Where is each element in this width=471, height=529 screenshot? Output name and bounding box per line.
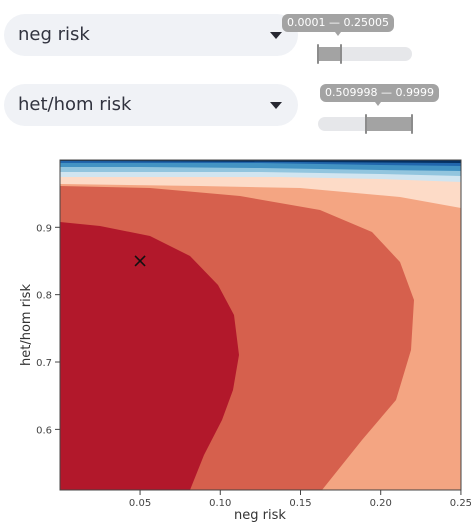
- y-tick-label: 0.6: [36, 425, 52, 436]
- chevron-down-icon[interactable]: [270, 32, 282, 39]
- tooltip-arrow-icon: [335, 32, 341, 36]
- y-axis-select-value: het/hom risk: [18, 94, 132, 115]
- x-axis-select[interactable]: neg risk: [4, 14, 298, 56]
- contour-level-fill: [60, 222, 239, 490]
- y-range-tooltip-text: 0.509998 — 0.9999: [325, 86, 434, 99]
- x-marker-icon: [134, 255, 146, 267]
- y-range-fill: [365, 117, 412, 131]
- y-tick-label: 0.7: [36, 358, 52, 369]
- x-tick-label: 0.10: [209, 498, 231, 509]
- plot-frame: [59, 159, 462, 491]
- x-tick-label: 0.05: [129, 498, 151, 509]
- y-range-high-handle[interactable]: [410, 114, 413, 134]
- x-tick-label: 0.20: [370, 498, 392, 509]
- contour-level-fill: [60, 160, 461, 163]
- x-tick-label: 0.25: [450, 498, 471, 509]
- x-tick-label: 0.15: [289, 498, 311, 509]
- y-tick-label: 0.8: [36, 291, 52, 302]
- x-range-fill: [318, 47, 342, 61]
- x-range-tooltip: 0.0001 — 0.25005: [282, 14, 394, 36]
- x-axis-label: neg risk: [234, 508, 286, 523]
- y-tick-label: 0.9: [36, 223, 52, 234]
- y-axis-label: het/hom risk: [19, 284, 34, 366]
- chevron-down-icon[interactable]: [270, 102, 282, 109]
- tooltip-arrow-icon: [375, 102, 381, 106]
- data-marker: [134, 255, 146, 267]
- contour-area: [60, 160, 461, 490]
- x-axis-select-value: neg risk: [18, 24, 90, 45]
- x-range-tooltip-text: 0.0001 — 0.25005: [287, 16, 389, 29]
- y-range-tooltip: 0.509998 — 0.9999: [320, 84, 439, 106]
- x-range-low-handle[interactable]: [317, 44, 319, 64]
- axis-ticks: 0.05 0.10 0.15 0.20 0.25 0.6 0.7 0.8 0.9: [36, 223, 471, 509]
- y-range-low-handle[interactable]: [364, 114, 367, 134]
- x-range-high-handle[interactable]: [340, 44, 343, 64]
- y-axis-select[interactable]: het/hom risk: [4, 84, 298, 126]
